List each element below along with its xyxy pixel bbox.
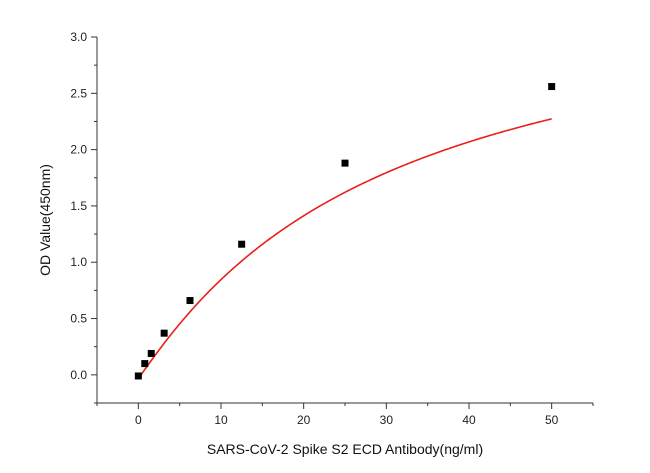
y-tick-label: 0.0	[70, 368, 87, 382]
y-tick-label: 2.5	[70, 86, 87, 100]
y-tick-label: 1.0	[70, 255, 87, 269]
data-point	[341, 159, 349, 167]
x-ticks: 0 10 20 30 40 50	[96, 403, 594, 427]
y-axis: 0.0 0.5 1.0 1.5 2.0 2.5 3.0	[70, 30, 98, 404]
y-tick-label: 2.0	[70, 143, 87, 157]
data-point	[134, 372, 142, 380]
data-point	[160, 329, 168, 337]
data-points	[134, 83, 556, 380]
y-tick-label: 3.0	[70, 30, 87, 44]
x-axis: 0 10 20 30 40 50	[96, 402, 594, 427]
data-point	[186, 297, 194, 305]
x-tick-label: 20	[297, 413, 311, 427]
x-tick-label: 10	[214, 413, 228, 427]
x-axis-title: SARS-CoV-2 Spike S2 ECD Antibody(ng/ml)	[207, 441, 483, 457]
data-point	[548, 83, 556, 91]
x-tick-label: 50	[545, 413, 559, 427]
x-tick-label: 0	[135, 413, 142, 427]
data-point	[147, 349, 155, 357]
y-tick-label: 1.5	[70, 199, 87, 213]
y-ticks: 0.0 0.5 1.0 1.5 2.0 2.5 3.0	[70, 30, 97, 404]
x-tick-label: 30	[380, 413, 394, 427]
fit-curve	[137, 118, 552, 379]
y-tick-label: 0.5	[70, 312, 87, 326]
data-point	[238, 240, 246, 248]
data-point	[141, 360, 149, 368]
x-tick-label: 40	[462, 413, 476, 427]
y-axis-title: OD Value(450nm)	[37, 164, 53, 276]
